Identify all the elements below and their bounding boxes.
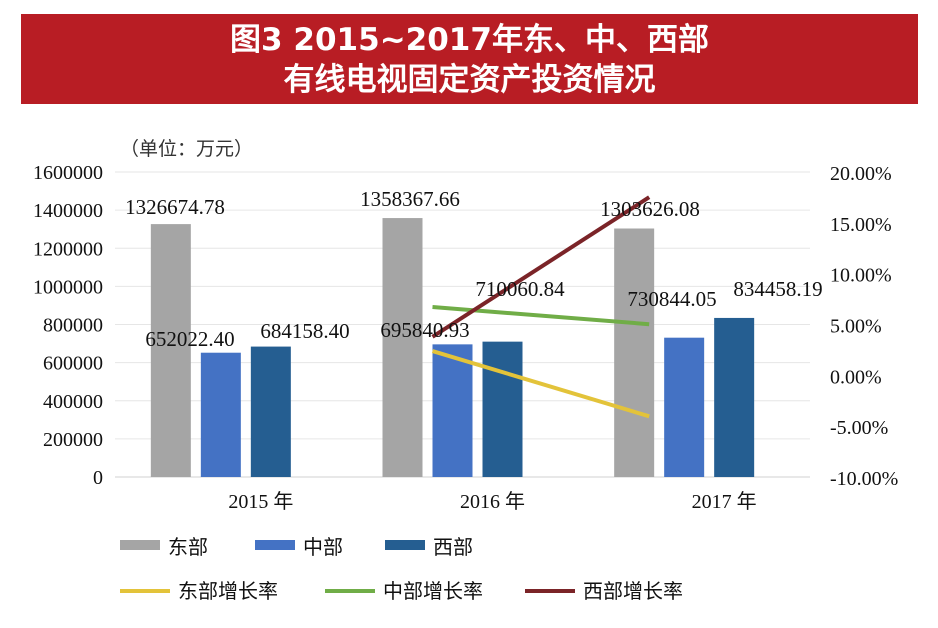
x-tick-label: 2017 年: [692, 490, 757, 513]
y-tick-label: 200000: [43, 429, 103, 451]
y-tick-label: 400000: [43, 391, 103, 413]
chart-title-line1: 图3 2015~2017年东、中、西部: [230, 22, 709, 58]
y2-tick-label: -5.00%: [830, 417, 888, 439]
y2-tick-label: 0.00%: [830, 366, 882, 388]
data-label: 1358367.66: [360, 187, 460, 211]
data-label: 1326674.78: [125, 195, 225, 219]
legend-label: 中部: [303, 536, 343, 559]
y2-tick-label: 5.00%: [830, 316, 882, 338]
unit-label: （单位：万元）: [120, 138, 253, 160]
line-中部增长率: [432, 305, 650, 327]
data-label: 710060.84: [475, 277, 565, 301]
y-tick-label: 600000: [43, 353, 103, 375]
bar-中部: [432, 344, 473, 477]
legend-label: 中部增长率: [383, 580, 483, 603]
bar-东部: [614, 228, 655, 477]
y-tick-label: 1600000: [33, 162, 103, 184]
legend-label: 西部增长率: [583, 580, 683, 603]
bar-东部: [150, 224, 191, 477]
legend-swatch: [120, 540, 160, 550]
x-tick-label: 2016 年: [460, 490, 525, 513]
legend-swatch: [255, 540, 295, 550]
x-tick-label: 2015 年: [228, 490, 293, 513]
y2-tick-label: 10.00%: [830, 265, 892, 287]
y-tick-label: 800000: [43, 315, 103, 337]
legend-label: 东部: [168, 536, 208, 559]
y2-tick-label: -10.00%: [830, 468, 898, 490]
data-label: 1303626.08: [600, 197, 700, 221]
y-tick-label: 1200000: [33, 238, 103, 260]
legend-swatch: [385, 540, 425, 550]
data-label: 730844.05: [627, 287, 716, 311]
y2-tick-label: 15.00%: [830, 214, 892, 236]
data-label: 834458.19: [733, 277, 822, 301]
y-tick-label: 1000000: [33, 276, 103, 298]
y2-tick-label: 20.00%: [830, 163, 892, 185]
bar-西部: [250, 346, 291, 477]
bar-东部: [382, 218, 423, 477]
chart-title-line2: 有线电视固定资产投资情况: [283, 62, 656, 98]
y-tick-label: 1400000: [33, 200, 103, 222]
legend-label: 东部增长率: [178, 580, 278, 603]
title-banner: 图3 2015~2017年东、中、西部 有线电视固定资产投资情况: [21, 14, 918, 104]
line-西部增长率: [431, 195, 651, 339]
data-label: 684158.40: [260, 319, 349, 343]
data-label: 695840.93: [380, 318, 469, 342]
bar-西部: [482, 341, 523, 477]
bar-中部: [200, 352, 241, 477]
bar-中部: [664, 337, 705, 477]
bar-西部: [714, 317, 755, 477]
data-label: 652022.40: [145, 327, 234, 351]
legend-label: 西部: [433, 536, 473, 559]
y-tick-label: 0: [93, 467, 103, 489]
line-东部增长率: [431, 349, 650, 419]
